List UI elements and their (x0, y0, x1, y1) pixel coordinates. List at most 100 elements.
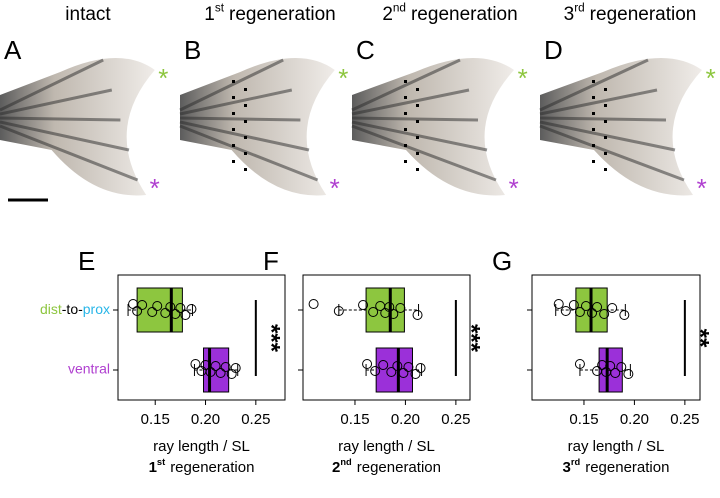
plot-frame (117, 274, 286, 401)
x-axis-label: ray length / SL (153, 438, 250, 455)
fin-ray (539, 58, 649, 112)
amputation-dot (232, 144, 235, 147)
amputation-dot (592, 96, 595, 99)
title-text: regeneration (590, 4, 697, 25)
data-point (605, 361, 616, 371)
title: 3rd regeneration (564, 1, 697, 25)
data-point (175, 303, 186, 313)
data-point (610, 368, 621, 378)
title-text: intact (65, 4, 111, 25)
amputation-dot (604, 88, 607, 91)
title: 2nd regeneration (332, 457, 441, 476)
panel-letter: F (263, 246, 279, 276)
data-point (599, 309, 610, 319)
data-point (147, 307, 158, 317)
amputation-dot (604, 104, 607, 107)
data-point (358, 300, 369, 310)
fin-ray (539, 120, 676, 152)
amputation-dot (244, 88, 247, 91)
panel-letter: D (544, 35, 563, 65)
amputation-dot (592, 128, 595, 131)
amputation-dot (604, 152, 607, 155)
data-point (392, 361, 403, 371)
y-category-label: dist-to-prox (40, 301, 110, 317)
data-point (553, 299, 564, 309)
fin-ray (351, 88, 470, 116)
amputation-dot (404, 80, 407, 83)
data-point (230, 363, 241, 373)
amputation-dot (416, 136, 419, 139)
data-point (186, 304, 197, 314)
fin-ray (179, 124, 319, 182)
amputation-dot (592, 112, 595, 115)
data-point (165, 302, 176, 312)
y-category-part: prox (83, 301, 110, 317)
x-tick-label: 0.25 (441, 411, 470, 428)
amputation-dot (232, 128, 235, 131)
significance: *** (458, 324, 485, 353)
asterisk: * (150, 173, 160, 203)
amputation-dot (244, 136, 247, 139)
fin-ray (539, 116, 667, 122)
fin-ray (0, 120, 130, 152)
data-point (170, 309, 181, 319)
amputation-dot (416, 168, 419, 171)
data-point (308, 299, 319, 309)
fin-ray (179, 116, 301, 122)
fin-ray (0, 124, 139, 182)
data-point (362, 359, 373, 369)
y-category-part: dist (40, 301, 62, 317)
ordinal-number: 2 (332, 459, 340, 476)
ordinal-number: 2 (382, 4, 393, 25)
ordinal-suffix: nd (340, 457, 352, 467)
title: 1st regeneration (149, 457, 255, 476)
ordinal-number: 1 (204, 4, 215, 25)
amputation-dot (404, 96, 407, 99)
amputation-dot (416, 104, 419, 107)
amputation-dot (592, 160, 595, 163)
amputation-dot (232, 112, 235, 115)
plot-frame (302, 274, 471, 401)
fin-ray (351, 120, 488, 152)
asterisk: * (158, 63, 168, 93)
plot-frame (531, 274, 701, 401)
data-point (180, 310, 191, 320)
y-category-label: ventral (68, 361, 110, 377)
data-point (190, 359, 201, 369)
amputation-dot (404, 160, 407, 163)
data-point (616, 362, 627, 372)
amputation-dot (416, 88, 419, 91)
fin-ray (179, 58, 284, 112)
x-tick-label: 0.15 (141, 411, 170, 428)
data-point (205, 367, 216, 377)
data-point (378, 360, 389, 370)
x-tick-label: 0.20 (620, 411, 649, 428)
data-point (580, 301, 591, 311)
title: 1st regeneration (204, 1, 335, 25)
asterisk: * (330, 173, 340, 203)
fin-ray (0, 58, 104, 112)
fin-ray (539, 88, 658, 116)
title: 2nd regeneration (382, 1, 517, 25)
data-point (152, 301, 163, 311)
amputation-dot (232, 96, 235, 99)
amputation-dot (244, 120, 247, 123)
fin-ray (0, 116, 121, 122)
amputation-dot (244, 104, 247, 107)
x-tick-label: 0.15 (340, 411, 369, 428)
data-point (607, 303, 618, 313)
fin-ray (351, 116, 479, 122)
x-axis-label: ray length / SL (338, 438, 435, 455)
x-tick-label: 0.25 (670, 411, 699, 428)
x-tick-label: 0.25 (241, 411, 270, 428)
amputation-dot (604, 120, 607, 123)
data-point (368, 307, 379, 317)
data-point (623, 369, 634, 379)
ordinal-number: 1 (149, 459, 157, 476)
amputation-dot (416, 152, 419, 155)
ordinal-suffix: nd (393, 1, 406, 14)
title-text: regeneration (229, 4, 336, 25)
data-point (160, 308, 171, 318)
data-point (210, 361, 221, 371)
